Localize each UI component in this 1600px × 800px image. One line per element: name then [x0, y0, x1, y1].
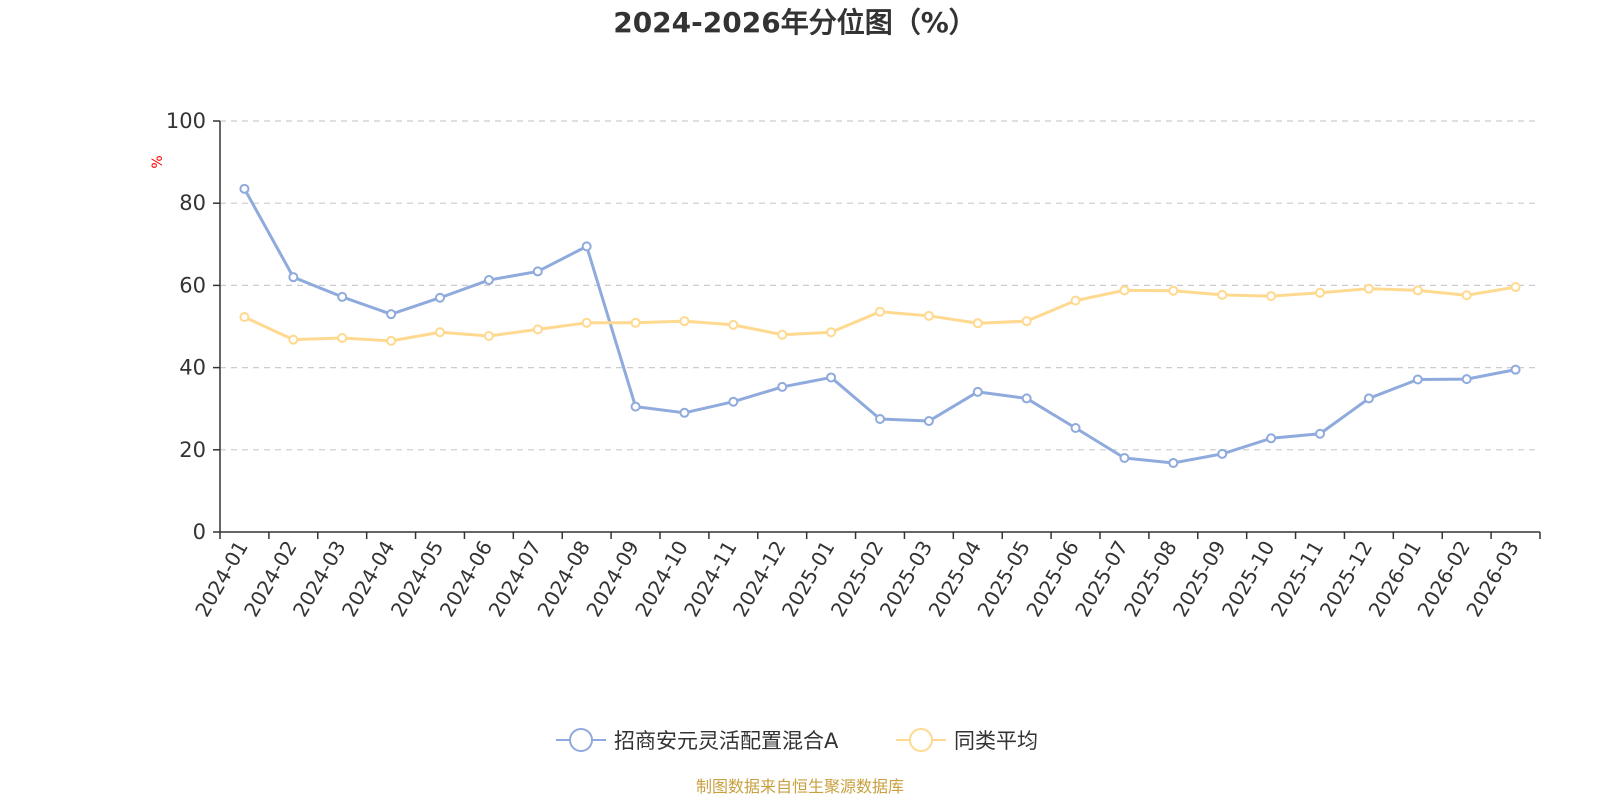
data-point[interactable] [288, 272, 299, 283]
data-point[interactable] [435, 327, 445, 338]
data-point[interactable] [435, 292, 445, 303]
chart-title: 2024-2026年分位图（%） [613, 6, 977, 39]
data-point[interactable] [532, 324, 543, 335]
data-point[interactable] [1119, 285, 1130, 296]
data-point[interactable] [1021, 316, 1032, 327]
data-point[interactable] [728, 396, 739, 407]
data-point[interactable] [483, 275, 494, 286]
data-point[interactable] [1266, 433, 1277, 444]
data-point[interactable] [337, 333, 348, 344]
data-point[interactable] [1412, 285, 1423, 296]
y-tick-label: 40 [179, 356, 206, 380]
legend-item[interactable]: 同类平均 [896, 728, 1038, 753]
data-point[interactable] [875, 306, 885, 317]
legend-item[interactable]: 招商安元灵活配置混合A [556, 728, 839, 753]
y-tick-label: 60 [179, 273, 206, 297]
data-point[interactable] [386, 309, 397, 320]
data-point[interactable] [1510, 282, 1521, 293]
data-point[interactable] [1168, 457, 1179, 468]
data-point[interactable] [679, 407, 690, 418]
data-point[interactable] [581, 241, 592, 252]
data-point[interactable] [1217, 448, 1228, 459]
y-axis-ticks: 0 20 40 60 80 100 [166, 109, 220, 544]
data-point[interactable] [239, 312, 250, 323]
series-layer [239, 183, 1521, 468]
data-source-label: 制图数据来自恒生聚源数据库 [696, 777, 904, 796]
data-point[interactable] [875, 413, 885, 424]
data-point[interactable] [923, 416, 934, 427]
data-point[interactable] [288, 334, 299, 345]
data-point[interactable] [777, 329, 788, 340]
legend-label: 同类平均 [954, 729, 1038, 753]
data-point[interactable] [532, 266, 543, 277]
data-point[interactable] [679, 316, 690, 327]
data-point[interactable] [826, 327, 837, 338]
series-1 [239, 183, 1521, 468]
legend-circle-icon [569, 728, 593, 752]
legend-label: 招商安元灵活配置混合A [614, 729, 839, 753]
data-point[interactable] [581, 317, 592, 328]
data-point[interactable] [1412, 374, 1423, 385]
data-point[interactable] [386, 335, 397, 346]
legend: 招商安元灵活配置混合A 同类平均 [556, 728, 1038, 753]
data-point[interactable] [1070, 295, 1081, 306]
data-point[interactable] [630, 401, 641, 412]
data-point[interactable] [1266, 291, 1277, 302]
data-point[interactable] [630, 317, 641, 328]
data-point[interactable] [1315, 287, 1325, 298]
grid-lines [220, 120, 1540, 451]
data-point[interactable] [239, 183, 250, 194]
y-tick-label: 0 [193, 520, 206, 544]
data-point[interactable] [1070, 423, 1081, 434]
data-point[interactable] [1021, 393, 1032, 404]
data-point[interactable] [1461, 374, 1472, 385]
legend-circle-icon [909, 728, 933, 752]
data-point[interactable] [483, 330, 494, 341]
y-tick-label: 80 [179, 191, 206, 215]
data-point[interactable] [1315, 428, 1325, 439]
data-point[interactable] [1510, 364, 1521, 375]
data-point[interactable] [972, 386, 983, 397]
data-point[interactable] [728, 319, 739, 330]
y-axis-unit-label: % [150, 155, 166, 168]
data-point[interactable] [1119, 453, 1130, 464]
data-point[interactable] [972, 318, 983, 329]
data-point[interactable] [1461, 290, 1472, 301]
data-point[interactable] [1363, 283, 1374, 294]
axes [219, 121, 1540, 533]
y-tick-label: 20 [179, 438, 206, 462]
data-point[interactable] [777, 381, 788, 392]
data-point[interactable] [337, 291, 348, 302]
y-tick-label: 100 [166, 109, 206, 133]
data-point[interactable] [1168, 285, 1179, 296]
data-point[interactable] [1363, 393, 1374, 404]
data-point[interactable] [826, 372, 837, 383]
data-point[interactable] [1217, 289, 1228, 300]
series-2 [239, 282, 1521, 346]
data-point[interactable] [923, 310, 934, 321]
x-axis-ticks: 2024-012024-022024-032024-042024-052024-… [190, 532, 1541, 621]
